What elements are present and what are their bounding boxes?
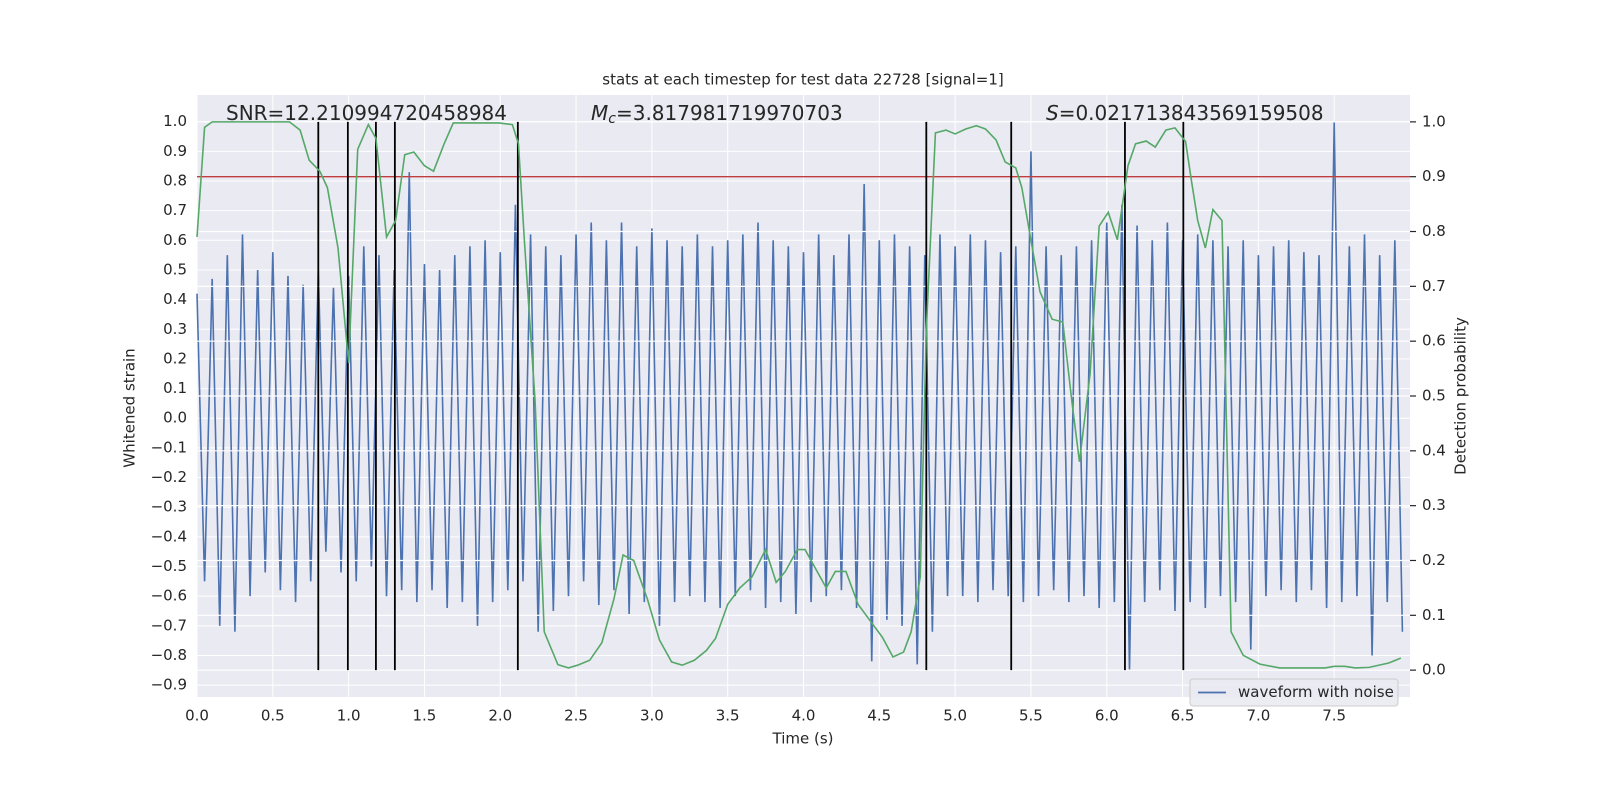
x-tick-label: 5.0 [943, 707, 967, 725]
y2-tick-label: 0.7 [1422, 277, 1446, 295]
y2-tick-label: 0.1 [1422, 606, 1446, 624]
x-tick-label: 4.0 [792, 707, 816, 725]
y-axis-label: Whitened strain [121, 348, 139, 467]
y-tick-label: 0.2 [163, 349, 187, 367]
x-tick-label: 7.0 [1246, 707, 1270, 725]
x-tick-label: 1.5 [413, 707, 437, 725]
annotation-text: SNR=12.210994720458984 [226, 101, 507, 125]
annotation: Mc=3.817981719970703 [591, 101, 843, 128]
y2-tick-label: 0.2 [1422, 551, 1446, 569]
x-axis-label: Time (s) [772, 730, 834, 748]
y2-tick-label: 0.3 [1422, 496, 1446, 514]
annotation-subscript: c [608, 111, 616, 127]
y-tick-label: 0.4 [163, 290, 187, 308]
y-tick-label: 0.5 [163, 260, 187, 278]
y2-tick-label: 0.4 [1422, 441, 1446, 459]
annotation-symbol: M [591, 101, 608, 125]
annotation-text: =0.021713843569159508 [1059, 101, 1324, 125]
y2-tick-label: 0.8 [1422, 222, 1446, 240]
x-tick-label: 6.5 [1171, 707, 1195, 725]
y-tick-label: −0.5 [151, 557, 187, 575]
y-tick-label: −0.3 [151, 498, 187, 516]
x-tick-label: 6.0 [1095, 707, 1119, 725]
y-tick-label: −0.2 [151, 468, 187, 486]
y2-tick-label: 0.9 [1422, 167, 1446, 185]
y-tick-label: 0.0 [163, 409, 187, 427]
y-tick-label: 0.8 [163, 172, 187, 190]
y-tick-label: −0.1 [151, 438, 187, 456]
x-tick-label: 5.5 [1019, 707, 1043, 725]
x-tick-label: 2.0 [488, 707, 512, 725]
legend-label: waveform with noise [1238, 683, 1394, 701]
y-tick-label: 0.1 [163, 379, 187, 397]
y2-tick-label: 0.5 [1422, 387, 1446, 405]
y2-tick-label: 1.0 [1422, 112, 1446, 130]
y-tick-label: −0.8 [151, 646, 187, 664]
y-tick-label: 1.0 [163, 112, 187, 130]
x-tick-label: 7.5 [1322, 707, 1346, 725]
y-tick-label: 0.7 [163, 201, 187, 219]
x-tick-label: 0.0 [185, 707, 209, 725]
legend-box [1189, 678, 1399, 707]
x-tick-label: 2.5 [564, 707, 588, 725]
y-tick-label: 0.3 [163, 320, 187, 338]
y2-axis-label: Detection probability [1452, 317, 1470, 475]
y-tick-label: −0.7 [151, 616, 187, 634]
y-tick-label: −0.9 [151, 676, 187, 694]
y-tick-label: −0.6 [151, 587, 187, 605]
x-tick-label: 3.5 [716, 707, 740, 725]
chart-title: stats at each timestep for test data 227… [602, 71, 1003, 89]
annotation-symbol: S [1046, 101, 1059, 125]
x-tick-label: 4.5 [867, 707, 891, 725]
annotation-text: =3.817981719970703 [616, 101, 843, 125]
annotation: S=0.021713843569159508 [1046, 101, 1324, 125]
y2-tick-label: 0.6 [1422, 332, 1446, 350]
x-tick-label: 3.0 [640, 707, 664, 725]
x-tick-label: 0.5 [261, 707, 285, 725]
y-tick-label: 0.6 [163, 231, 187, 249]
y2-tick-label: 0.0 [1422, 661, 1446, 679]
x-tick-label: 1.0 [337, 707, 361, 725]
y-tick-label: −0.4 [151, 527, 187, 545]
annotation: SNR=12.210994720458984 [226, 101, 507, 125]
line [196, 121, 1404, 671]
y-tick-label: 0.9 [163, 142, 187, 160]
line [196, 121, 1402, 669]
